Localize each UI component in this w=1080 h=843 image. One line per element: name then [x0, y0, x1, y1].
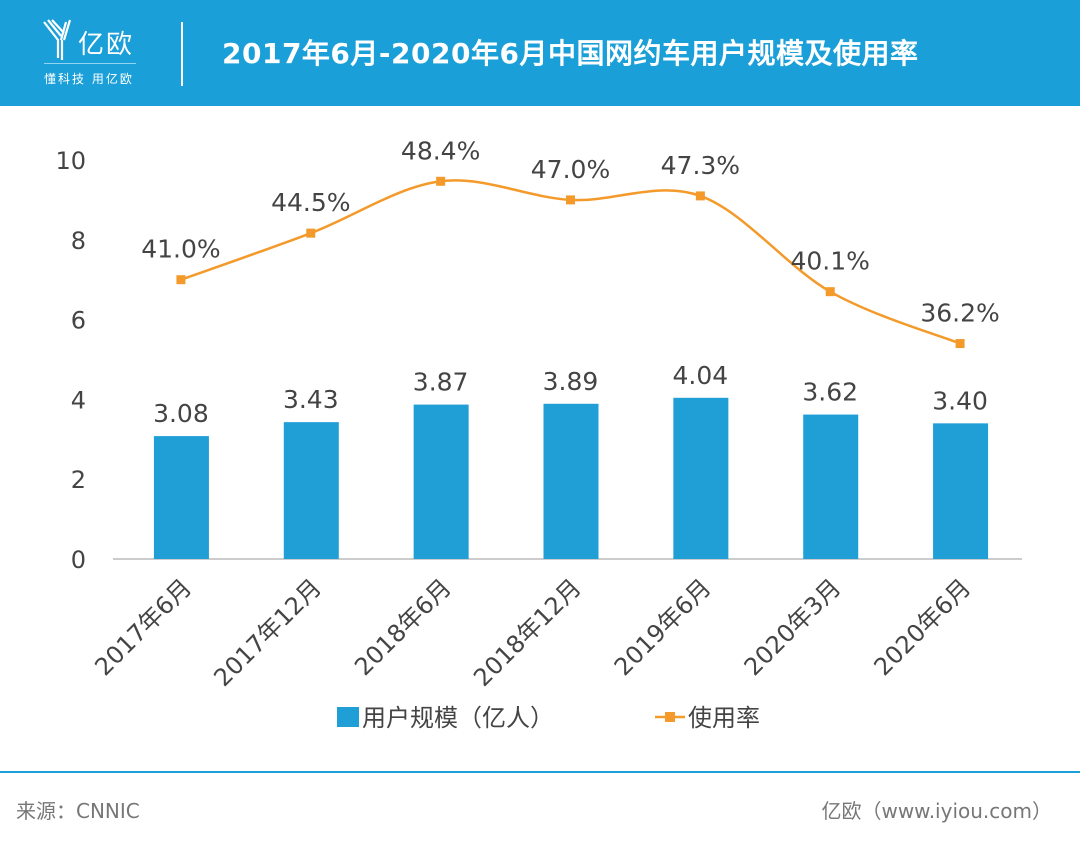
rate-marker — [436, 176, 446, 186]
rate-data-label: 40.1% — [791, 247, 870, 276]
y-tick-label: 4 — [71, 386, 86, 414]
bar — [153, 436, 209, 559]
legend-bar-label: 用户规模（亿人） — [362, 704, 554, 732]
x-tick-label: 2020年6月 — [869, 573, 977, 681]
x-tick-label: 2018年12月 — [468, 573, 587, 692]
bar — [413, 404, 469, 559]
chart: 0 2 4 6 8 10 3.08 3.43 3.87 3.89 4.04 3.62 3.40 41.0%… — [55, 136, 1022, 732]
x-tick-label: 2018年6月 — [349, 573, 457, 681]
rate-marker — [306, 228, 316, 238]
bar — [543, 403, 599, 559]
bar-data-label: 3.43 — [283, 385, 339, 414]
rate-data-label: 48.4% — [401, 136, 480, 165]
yiou-logo-icon — [43, 19, 72, 60]
x-tick-label: 2019年6月 — [609, 573, 717, 681]
bar-data-label: 3.62 — [802, 378, 858, 407]
y-tick-label: 10 — [55, 147, 86, 175]
rate-marker — [695, 191, 705, 201]
y-tick-label: 8 — [71, 227, 86, 255]
x-tick-label: 2017年6月 — [89, 573, 197, 681]
logo-divider — [44, 63, 136, 64]
rate-data-label: 36.2% — [920, 299, 999, 328]
header-banner: 亿欧 懂科技 用亿欧 2017年6月-2020年6月中国网约车用户规模及使用率 — [0, 0, 1080, 106]
rate-data-label: 44.5% — [271, 188, 350, 217]
rate-data-label: 47.3% — [661, 151, 740, 180]
bar — [283, 422, 339, 559]
logo-slogan: 懂科技 用亿欧 — [44, 72, 134, 86]
legend-line-label: 使用率 — [688, 704, 760, 732]
bar-data-label: 3.08 — [153, 399, 209, 428]
chart-title: 2017年6月-2020年6月中国网约车用户规模及使用率 — [222, 37, 919, 70]
source-text: 来源：CNNIC — [16, 799, 140, 823]
x-tick-label: 2020年3月 — [739, 573, 847, 681]
x-tick-label: 2017年12月 — [208, 573, 327, 692]
legend-line-marker — [665, 712, 675, 722]
bar-data-label: 3.89 — [543, 367, 599, 396]
header-divider — [181, 22, 183, 86]
rate-marker — [825, 287, 835, 297]
bar — [673, 397, 729, 559]
bar — [933, 423, 989, 559]
rate-marker — [955, 339, 965, 349]
bar — [803, 414, 859, 559]
footer-divider — [0, 771, 1080, 773]
y-tick-label: 2 — [71, 466, 86, 494]
logo-name: 亿欧 — [78, 30, 135, 60]
bar-data-label: 3.87 — [413, 368, 469, 397]
rate-marker — [176, 275, 186, 285]
legend-bar-swatch — [337, 707, 359, 727]
site-text: 亿欧（www.iyiou.com） — [821, 799, 1052, 823]
rate-data-label: 47.0% — [531, 155, 610, 184]
rate-data-label: 41.0% — [141, 235, 220, 264]
rate-marker — [566, 195, 575, 205]
y-tick-label: 6 — [71, 307, 86, 335]
bar-data-label: 3.40 — [932, 386, 988, 415]
y-tick-label: 0 — [71, 546, 86, 574]
bar-data-label: 4.04 — [673, 361, 729, 390]
